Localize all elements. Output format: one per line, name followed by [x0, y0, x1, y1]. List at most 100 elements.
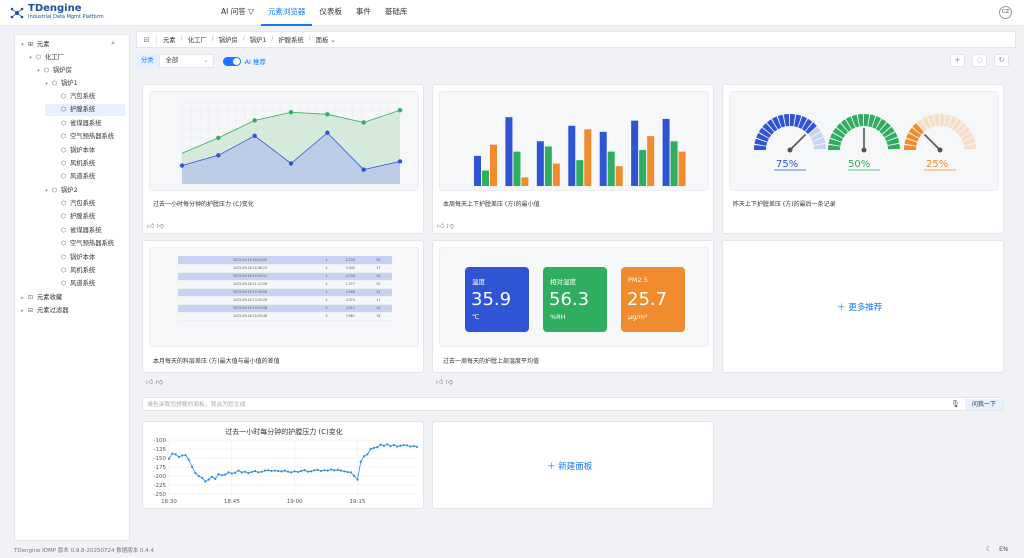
table-cell: 22 — [369, 288, 388, 297]
recommend-card-pressure-trend[interactable]: 过去一小时每分钟的护膛压力 (C)变化 👍︎ 👎︎ — [142, 84, 424, 234]
gauge-segment — [798, 116, 808, 129]
breadcrumb-separator: / — [242, 35, 245, 42]
thumbs-down-icon[interactable]: 👎︎ — [155, 378, 163, 386]
tree-node-root[interactable]: ▾ ⊞ 元素 — [19, 39, 49, 51]
recommend-card-weekly-avg-temp[interactable]: 温度 35.9 ℃ 相对湿度 56.3 %RH PM2.5 25.7 μg/m³… — [432, 240, 714, 373]
tree-node-b1-item[interactable]: ⬡ 风道系统 — [59, 171, 95, 183]
microphone-icon[interactable]: 🎙︎ — [951, 400, 960, 408]
card-caption: 过去一小时每分钟的护膛压力 (C)变化 — [153, 201, 254, 208]
breadcrumb-item[interactable]: 化工厂 — [187, 37, 207, 44]
category-select[interactable]: 全部 ⌄ — [158, 54, 214, 68]
logo[interactable]: TDengine Industrial Data Mgmt Platform — [10, 4, 104, 21]
tree-node-b2-item[interactable]: ⬡ 护膛系统 — [59, 211, 95, 223]
table-cell: 2025-09-16 11:12:09 — [178, 280, 323, 289]
tree-node-plant[interactable]: ▾ ⬡ 化工厂 — [27, 52, 64, 64]
tree-node-b1-item[interactable]: ⬡ 汽包系统 — [59, 91, 95, 103]
nav-dashboard[interactable]: 仪表板 — [319, 7, 342, 16]
thumbs-down-icon[interactable]: 👎︎ — [446, 222, 454, 230]
data-point — [366, 453, 369, 456]
breadcrumb-item[interactable]: 锅炉房 — [218, 37, 238, 44]
more-recommendations-card[interactable]: ＋ 更多推荐 — [722, 240, 1004, 373]
chevron-down-icon: ▾ — [21, 42, 24, 48]
y-tick-label: -100 — [154, 438, 167, 444]
tree-node-b2-item[interactable]: ⬡ 省煤器系统 — [59, 225, 102, 237]
collapse-sidebar-icon[interactable]: ⊟ — [137, 35, 157, 44]
data-point — [346, 470, 349, 474]
data-point — [306, 470, 309, 473]
refresh-icon[interactable]: ↻ — [994, 54, 1009, 67]
thumbs-up-icon[interactable]: 👍︎ — [147, 222, 155, 230]
cube-icon: ⬡ — [60, 146, 67, 154]
dark-mode-icon[interactable]: ☾ — [986, 545, 992, 553]
data-point — [382, 444, 386, 447]
tree-node-b2-item[interactable]: ⬡ 风道系统 — [59, 278, 95, 290]
sync-icon[interactable]: ◌ — [972, 54, 987, 67]
recommend-card-daily-diff[interactable]: 2025-09-16 09:23:00 1 2.234 20-2025-09-16 1… — [142, 240, 424, 373]
category-select-value: 全部 — [165, 57, 179, 64]
tree-node-b1-item[interactable]: ⬡ 空气预热器系统 — [59, 131, 114, 143]
thumbs-down-icon[interactable]: 👎︎ — [156, 222, 164, 230]
tree-node-boiler2[interactable]: ▾ ⬡ 锅炉2 — [43, 185, 77, 197]
nav-library[interactable]: 基础库 — [384, 7, 408, 16]
nav-element-browser[interactable]: 元素浏览器 — [260, 0, 313, 26]
breadcrumb-item[interactable]: 锅炉1 — [249, 37, 267, 44]
data-point — [323, 469, 326, 472]
tree-node-b2-item[interactable]: ⬡ 汽包系统 — [59, 198, 95, 210]
data-point — [349, 471, 352, 474]
table-cell: 1 — [322, 256, 331, 265]
tree-node-b1-item[interactable]: ⬡ 省煤器系统 — [59, 118, 102, 130]
nav-events[interactable]: 事件 — [355, 7, 371, 16]
tree-node-boiler1[interactable]: ▾ ⬡ 锅炉1 — [43, 78, 77, 90]
table-cell: 3 — [322, 304, 331, 313]
tree-node-b1-item[interactable]: ⬡ 风机系统 — [59, 158, 95, 170]
table-cell: 2.234 — [330, 256, 370, 265]
table-cell: 20 — [369, 280, 388, 289]
user-avatar[interactable]: CZ — [999, 6, 1012, 19]
logo-subtitle: Industrial Data Mgmt Platform — [28, 14, 104, 20]
top-bar: TDengine Industrial Data Mgmt Platform A… — [0, 0, 1024, 26]
breadcrumb-item[interactable]: 元素 — [163, 37, 176, 44]
main-nav: AI 问答 ▽ 元素浏览器 仪表板 事件 基础库 — [214, 0, 414, 26]
chevron-down-icon: ⌄ — [203, 57, 209, 64]
data-point — [296, 470, 300, 474]
thumbs-up-icon[interactable]: 👍︎ — [436, 378, 444, 386]
ask-button[interactable]: 问我一下 — [965, 399, 1003, 410]
gauge-needle — [789, 133, 807, 151]
recommend-card-last-record[interactable]: 75% 50% 25% 昨天上下护膛差压 (方)的最后一条记录 — [722, 84, 1004, 234]
table-row: 2025-09-16 13:05:29 2 4.374 11- — [178, 296, 392, 305]
gauge-segment — [846, 116, 856, 130]
add-icon[interactable]: + — [950, 54, 965, 67]
search-icon[interactable]: ⌕ — [111, 39, 115, 47]
thumbs-up-icon[interactable]: 👍︎ — [146, 378, 154, 386]
table-cell: 2025-09-16 13:05:29 — [178, 296, 323, 305]
gauge-segment — [762, 123, 775, 135]
ai-recommend-toggle[interactable] — [222, 56, 241, 66]
table-row: 2025-09-16 10:46:23 2 3.345 17- — [178, 264, 392, 273]
bar — [513, 151, 521, 186]
tree-node-b1-item[interactable]: ⬡ 护膛系统 — [45, 104, 125, 117]
new-panel-card[interactable]: ＋ 新建面板 — [432, 421, 714, 509]
breadcrumb-item[interactable]: 护膛系统 — [278, 37, 304, 44]
data-point — [361, 167, 366, 172]
saved-panel-pressure-trend[interactable]: 过去一小时每分钟的护膛压力 (C)变化 -100 -125 -150 -175 -200 -… — [142, 421, 424, 509]
breadcrumb-item[interactable]: 面板 ⌄ — [315, 37, 336, 44]
gauge-segment — [872, 116, 882, 129]
tree-node-boiler-room[interactable]: ▾ ⬡ 锅炉房 — [35, 65, 72, 77]
tree-node-b2-item[interactable]: ⬡ 空气预热器系统 — [59, 238, 114, 250]
plus-icon: ＋ — [547, 462, 556, 472]
tree-node-b1-item[interactable]: ⬡ 锅炉本体 — [59, 145, 95, 157]
cube-icon: ⬡ — [60, 253, 67, 261]
language-switch[interactable]: EN — [999, 545, 1008, 553]
tree-node-b2-item[interactable]: ⬡ 锅炉本体 — [59, 252, 95, 264]
tree-node-filters[interactable]: ▸ ⊟ 元素过滤器 — [19, 305, 68, 317]
recommend-card-weekly-min[interactable]: 本周每天上下护膛差压 (方)的最小值 👍︎ 👎︎ — [432, 84, 714, 234]
tree-node-favorites[interactable]: ▸ ⊡ 元素收藏 — [19, 292, 62, 304]
ai-prompt-input[interactable] — [147, 399, 937, 410]
thumbs-down-icon[interactable]: 👎︎ — [445, 378, 453, 386]
gauge-value-2: 50% — [848, 159, 871, 170]
nav-ai-qa[interactable]: AI 问答 ▽ — [221, 7, 254, 16]
category-label: 分类 — [136, 54, 159, 68]
tree-node-b2-item[interactable]: ⬡ 风机系统 — [59, 265, 95, 277]
ai-prompt-bar: 🎙︎ 问我一下 — [142, 397, 1004, 411]
thumbs-up-icon[interactable]: 👍︎ — [437, 222, 445, 230]
